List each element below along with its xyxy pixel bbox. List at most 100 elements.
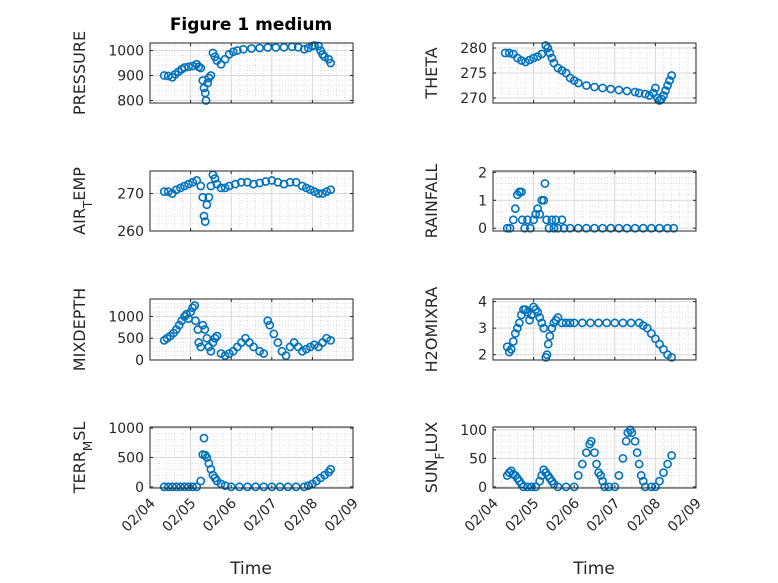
y-tick-label: 2: [478, 348, 487, 364]
y-axis-label: RAINFALL: [422, 164, 441, 239]
data-point: [622, 223, 632, 233]
data-point: [557, 318, 567, 328]
data-point: [549, 223, 559, 233]
data-point: [565, 318, 575, 328]
data-point: [216, 183, 226, 193]
data-point: [210, 174, 220, 183]
data-point: [291, 177, 301, 187]
data-point: [283, 482, 293, 492]
data-point: [665, 76, 675, 85]
data-point: [508, 337, 518, 346]
data-point: [537, 318, 547, 328]
data-point: [259, 349, 269, 358]
data-point: [206, 346, 216, 356]
y-tick-label: 3: [478, 321, 487, 337]
data-point: [517, 187, 526, 197]
data-point: [517, 56, 526, 65]
data-point: [261, 177, 271, 186]
data-point: [232, 46, 242, 55]
data-point: [544, 223, 554, 233]
data-point: [651, 334, 660, 344]
data-point: [517, 215, 527, 225]
data-point: [208, 338, 218, 347]
data-point: [159, 71, 169, 80]
data-point: [539, 323, 549, 333]
data-point: [598, 476, 608, 486]
data-point: [581, 223, 591, 233]
data-point: [531, 482, 541, 492]
data-point: [508, 215, 518, 225]
data-point: [598, 83, 608, 93]
axes-box: [149, 42, 354, 104]
data-point: [202, 333, 212, 343]
data-point: [519, 482, 528, 492]
data-point: [159, 187, 169, 197]
data-point: [196, 181, 206, 191]
y-tick-label: 1000: [108, 44, 144, 60]
data-point: [228, 47, 238, 57]
data-point: [220, 481, 230, 491]
data-point: [310, 41, 319, 50]
tick-marks: [149, 299, 354, 361]
plot-area: [493, 427, 696, 488]
y-tick-label: 500: [117, 331, 144, 347]
data-point: [594, 318, 603, 328]
tick-marks: [492, 427, 697, 488]
y-tick-label: 0: [478, 221, 487, 237]
data-point: [273, 338, 283, 347]
data-point: [533, 307, 543, 317]
data-point: [220, 183, 230, 193]
data-point: [630, 436, 640, 446]
data-point: [301, 183, 311, 193]
y-axis-label: PRESSURE: [70, 31, 89, 115]
data-point: [663, 459, 672, 469]
data-point: [281, 351, 291, 361]
data-point: [186, 307, 195, 317]
data-point: [535, 209, 545, 219]
data-point: [539, 195, 549, 205]
y-tick-label: 270: [117, 187, 144, 203]
data-point: [659, 344, 668, 354]
y-tick-label: 0: [478, 480, 487, 496]
data-point: [590, 448, 599, 458]
data-point: [636, 471, 646, 480]
data-point: [249, 342, 258, 352]
y-axis-label: AIRTEMP: [70, 167, 95, 235]
y-tick-label: 0: [135, 480, 144, 496]
data-point: [200, 217, 210, 227]
data-point: [602, 318, 612, 328]
y-tick-label: 275: [460, 66, 487, 82]
y-axis-label: SUNFLUX: [422, 422, 447, 494]
series-markers: [159, 301, 336, 361]
data-point: [614, 85, 624, 95]
data-point: [610, 318, 620, 328]
data-point: [314, 189, 323, 198]
data-point: [569, 318, 579, 328]
y-tick-label: 280: [460, 41, 487, 57]
data-point: [663, 81, 672, 90]
data-point: [163, 187, 173, 197]
series-markers: [159, 433, 336, 492]
data-point: [210, 333, 220, 343]
data-point: [618, 318, 628, 328]
data-point: [669, 223, 679, 233]
data-point: [523, 215, 532, 225]
series-markers: [159, 170, 336, 227]
data-point: [310, 187, 319, 197]
data-point: [592, 459, 601, 469]
data-point: [545, 331, 555, 341]
data-point: [204, 192, 214, 202]
tick-marks: [149, 427, 354, 488]
data-point: [573, 471, 583, 480]
data-point: [529, 53, 538, 63]
data-point: [275, 482, 285, 492]
data-point: [590, 223, 599, 233]
data-point: [527, 482, 536, 492]
data-point: [630, 87, 640, 97]
axes-box: [492, 298, 697, 361]
data-point: [269, 329, 279, 339]
data-point: [663, 223, 672, 233]
data-point: [596, 471, 605, 480]
data-point: [188, 61, 198, 71]
data-point: [655, 476, 664, 486]
